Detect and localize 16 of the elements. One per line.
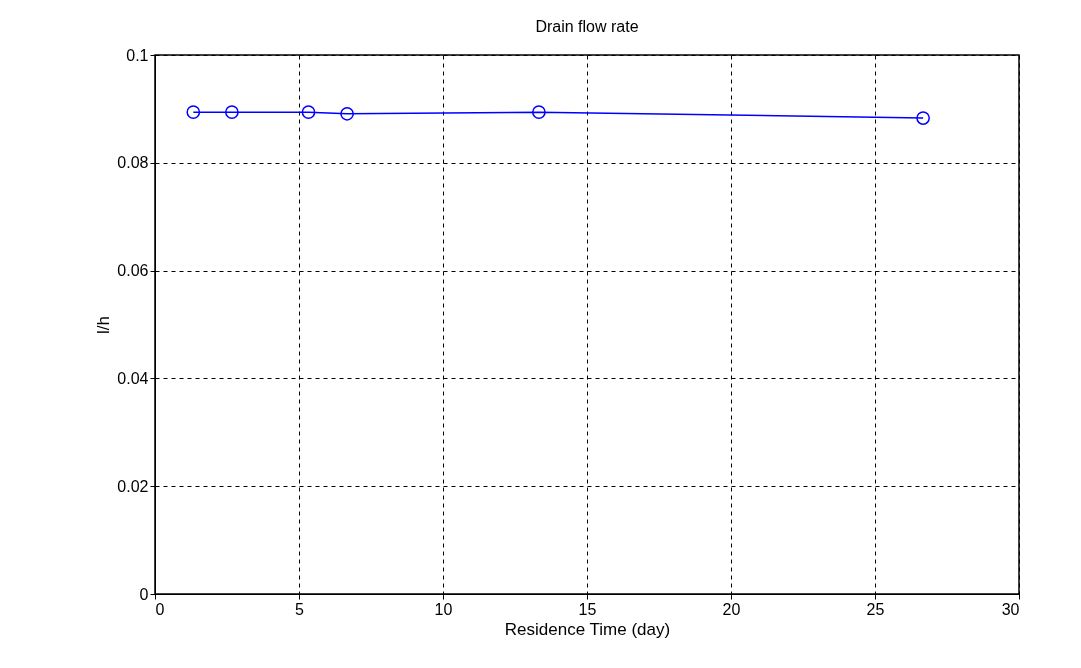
x-tick-label: 30 — [1001, 600, 1020, 618]
y-tick-label: 0.08 — [117, 154, 149, 172]
y-axis-title: l/h — [94, 316, 114, 334]
y-tick-label: 0.06 — [117, 262, 149, 280]
y-tick-label: 0.02 — [117, 477, 149, 495]
chart-title: Drain flow rate — [535, 18, 639, 35]
y-tick-label: 0.04 — [117, 369, 149, 387]
x-tick-label: 10 — [434, 600, 453, 618]
x-tick-label: 5 — [295, 600, 305, 618]
x-tick-label: 20 — [722, 600, 741, 618]
x-tick-label: 0 — [155, 600, 165, 618]
y-tick-label: 0 — [139, 585, 149, 603]
x-tick-label: 15 — [578, 600, 597, 618]
y-tick-label: 0.1 — [126, 46, 149, 64]
x-tick-label: 25 — [866, 600, 885, 618]
x-axis-title: Residence Time (day) — [504, 619, 671, 639]
